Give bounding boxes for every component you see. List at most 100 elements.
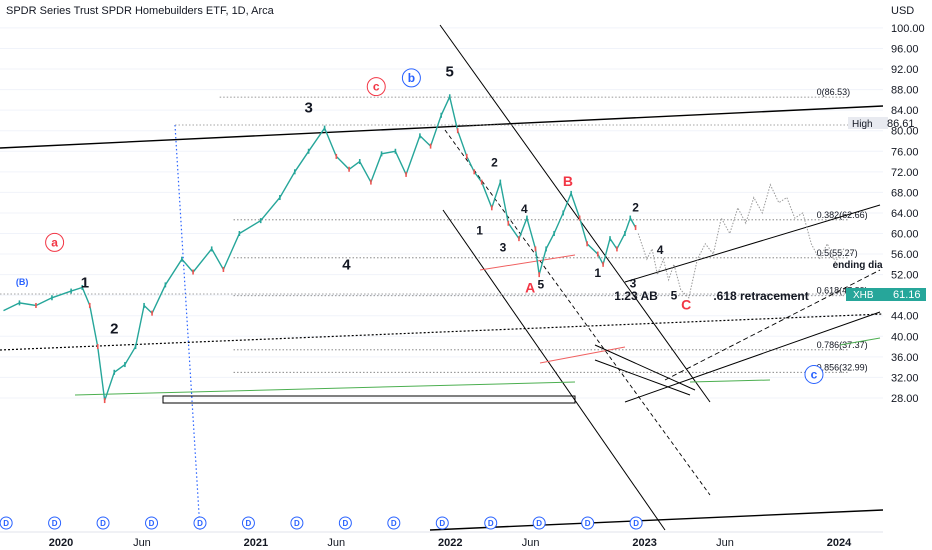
dividend-marker-label: D (391, 519, 397, 528)
diagonal-upper (624, 204, 881, 283)
y-tick-label: 40.00 (891, 331, 919, 343)
high-tag-value: 86.61 (887, 118, 915, 130)
channel-lower-line (442, 209, 666, 531)
channel-upper-line (439, 24, 711, 403)
chart-annotation: 1.23 AB (614, 289, 658, 303)
y-tick-label: 36.00 (891, 352, 919, 364)
fib-level-label: 0.618(47.89) (817, 286, 868, 296)
dividend-marker-label: D (633, 519, 639, 528)
dividend-marker-label: D (342, 519, 348, 528)
chart-annotation: ending dia (833, 260, 883, 271)
dividend-marker-label: D (100, 519, 106, 528)
x-tick-label: 2022 (438, 537, 462, 549)
dividend-marker (532, 516, 546, 530)
wave-label: 4 (657, 243, 664, 257)
y-tick-label: 28.00 (891, 393, 919, 405)
x-tick-label: Jun (522, 537, 540, 549)
diagonal-mid (664, 269, 881, 381)
wave-label: 2 (110, 321, 118, 338)
wave-label: B (563, 173, 573, 189)
y-tick-label: 64.00 (891, 208, 919, 220)
dividend-marker-label: D (585, 519, 591, 528)
wave-label-circle (804, 364, 824, 384)
y-tick-label: 60.00 (891, 229, 919, 241)
y-tick-label: 44.00 (891, 311, 919, 323)
x-tick-label: 2023 (632, 537, 656, 549)
wave-label: 5 (446, 64, 454, 81)
wave-label: 5 (537, 277, 544, 291)
wave-label: C (681, 297, 691, 313)
dividend-marker (193, 516, 207, 530)
dividend-marker (241, 516, 255, 530)
x-tick-label: Jun (716, 537, 734, 549)
support-box (162, 395, 576, 404)
dividend-marker-label: D (294, 519, 300, 528)
y-tick-label: 100.00 (891, 23, 925, 35)
dividend-marker (0, 516, 13, 530)
wave-label: 1 (81, 274, 89, 291)
dividend-marker (96, 516, 110, 530)
dividend-marker-label: D (246, 519, 252, 528)
price-series (3, 94, 637, 404)
fib-retracement: 0(86.53) 0.382(62.66) 0.5(55.27) 0.618(47.8… (219, 87, 868, 373)
dividend-marker (48, 516, 62, 530)
y-tick-label: 84.00 (891, 105, 919, 117)
y-tick-label: 80.00 (891, 126, 919, 138)
wave-label-circle (401, 68, 421, 88)
chart-annotation: .618 retracement (713, 289, 808, 303)
ending-diag-lower (594, 359, 691, 396)
y-tick-label: 96.00 (891, 43, 919, 55)
price-axis-bg (883, 0, 932, 550)
b-wave-lower (539, 346, 626, 364)
y-tick-label: 72.00 (891, 167, 919, 179)
lower-support-line (429, 509, 884, 531)
dividend-marker (484, 516, 498, 530)
wave-label: 2 (632, 200, 639, 214)
x-tick-label: Jun (133, 537, 151, 549)
wave-label-circle (45, 232, 65, 252)
projection-line (637, 183, 853, 299)
vertical-blue-dotted (174, 124, 201, 531)
last-price-value: 61.16 (893, 289, 921, 301)
dividend-marker (338, 516, 352, 530)
high-tag-bg (848, 117, 888, 129)
dividend-marker-label: D (149, 519, 155, 528)
wave-label: c (811, 367, 818, 381)
y-tick-label: 52.00 (891, 270, 919, 282)
price-axis[interactable]: 100.00 96.00 92.00 88.00 84.00 80.00 76.00 72.0… (891, 23, 925, 405)
time-axis[interactable]: 2020 Jun 2021 Jun 2022 Jun 2023 Jun 2024 (0, 531, 883, 549)
dividend-marker-label: D (197, 519, 203, 528)
wave-label: a (51, 235, 58, 249)
projection-path (637, 183, 853, 299)
b-wave-upper (479, 254, 576, 271)
x-tick-label: Jun (327, 537, 345, 549)
last-price-symbol: XHB (853, 290, 874, 301)
wave-label: b (408, 71, 415, 85)
y-tick-label: 76.00 (891, 146, 919, 158)
wave-label: 1 (594, 266, 601, 280)
dividend-marker (581, 516, 595, 530)
currency-label: USD (891, 5, 914, 17)
dotted-wedge-line (0, 313, 884, 351)
dividend-marker-label: D (536, 519, 542, 528)
x-tick-label: 2021 (244, 537, 268, 549)
wave-label: 1 (476, 224, 483, 238)
y-tick-label: 56.00 (891, 249, 919, 261)
support-green-line (74, 381, 576, 396)
y-tick-label: 68.00 (891, 187, 919, 199)
fib-level-label: 0.856(32.99) (817, 362, 868, 372)
x-tick-label: 2024 (827, 537, 852, 549)
last-price-tag-bg (846, 288, 886, 301)
wave-label: 3 (304, 100, 312, 117)
wave-label: A (525, 280, 535, 296)
dividend-marker (145, 516, 159, 530)
target-green-line (689, 379, 771, 383)
trend-drawings (0, 24, 884, 531)
last-price-value-bg (886, 288, 926, 301)
wave-label: 2 (491, 156, 498, 170)
y-tick-label: 88.00 (891, 85, 919, 97)
dividend-marker-label: D (488, 519, 494, 528)
channel-mid-line (444, 129, 711, 496)
